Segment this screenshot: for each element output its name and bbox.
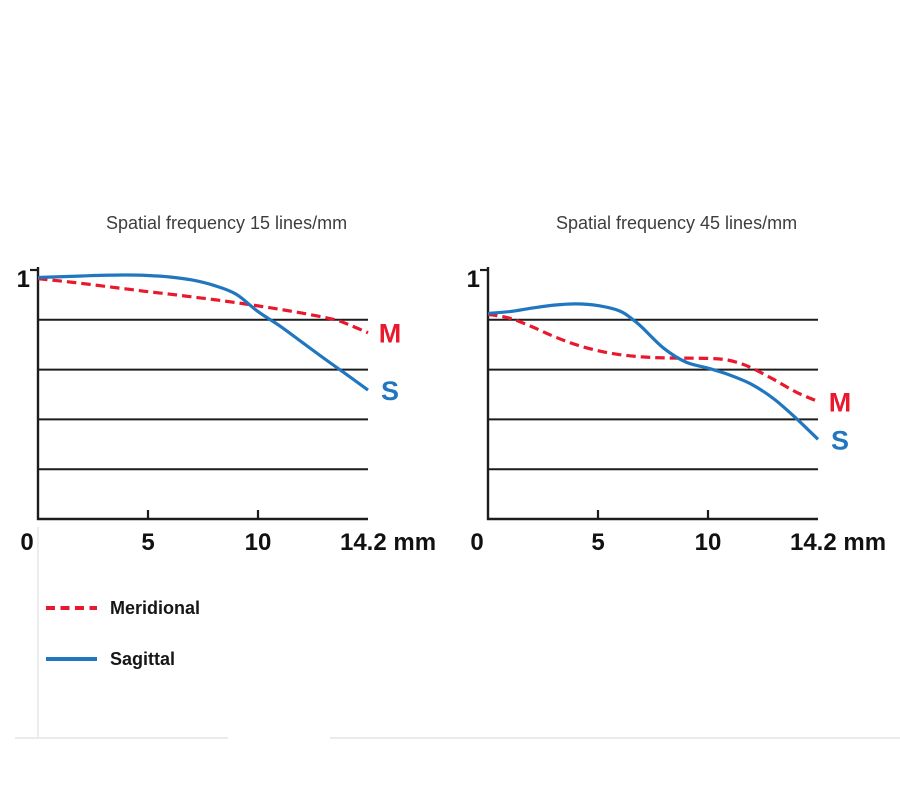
curve-end-label-s: S	[381, 376, 399, 406]
curve-end-label-m: M	[379, 319, 402, 349]
faint-vertical-divider	[37, 527, 39, 738]
y-axis-top-label: 1	[17, 266, 30, 293]
legend-label-sagittal: Sagittal	[110, 648, 176, 669]
x-tick-label-10: 10	[245, 529, 272, 556]
x-tick-label-0: 0	[470, 529, 483, 556]
x-tick-label-10: 10	[695, 529, 722, 556]
curve-sagittal	[487, 302, 820, 441]
sagittal-solid-line-swatch	[46, 657, 97, 661]
x-tick-label-5: 5	[591, 529, 604, 556]
curve-sagittal	[37, 273, 369, 392]
curve-meridional	[37, 277, 369, 335]
curve-end-label-s: S	[831, 425, 849, 455]
legend-item-meridional: Meridional	[46, 595, 200, 621]
meridional-dashed-line-swatch	[46, 606, 97, 610]
legend-item-sagittal: Sagittal	[46, 646, 200, 672]
faint-horizontal-rule-left	[15, 737, 228, 739]
x-axis-end-label: 14.2 mm	[790, 529, 886, 556]
curve-end-label-m: M	[829, 387, 852, 417]
chart-title-45-lines: Spatial frequency 45 lines/mm	[555, 213, 798, 233]
y-axis-top-label: 1	[467, 266, 480, 293]
x-tick-label-5: 5	[141, 529, 154, 556]
faint-horizontal-rule-right	[330, 737, 900, 739]
x-axis-end-label: 14.2 mm	[340, 529, 436, 556]
legend-label-meridional: Meridional	[110, 597, 201, 618]
curve-meridional	[487, 312, 819, 403]
legend: Meridional Sagittal	[46, 595, 200, 672]
x-tick-label-0: 0	[20, 529, 33, 556]
chart-title-15-lines: Spatial frequency 15 lines/mm	[105, 213, 348, 233]
